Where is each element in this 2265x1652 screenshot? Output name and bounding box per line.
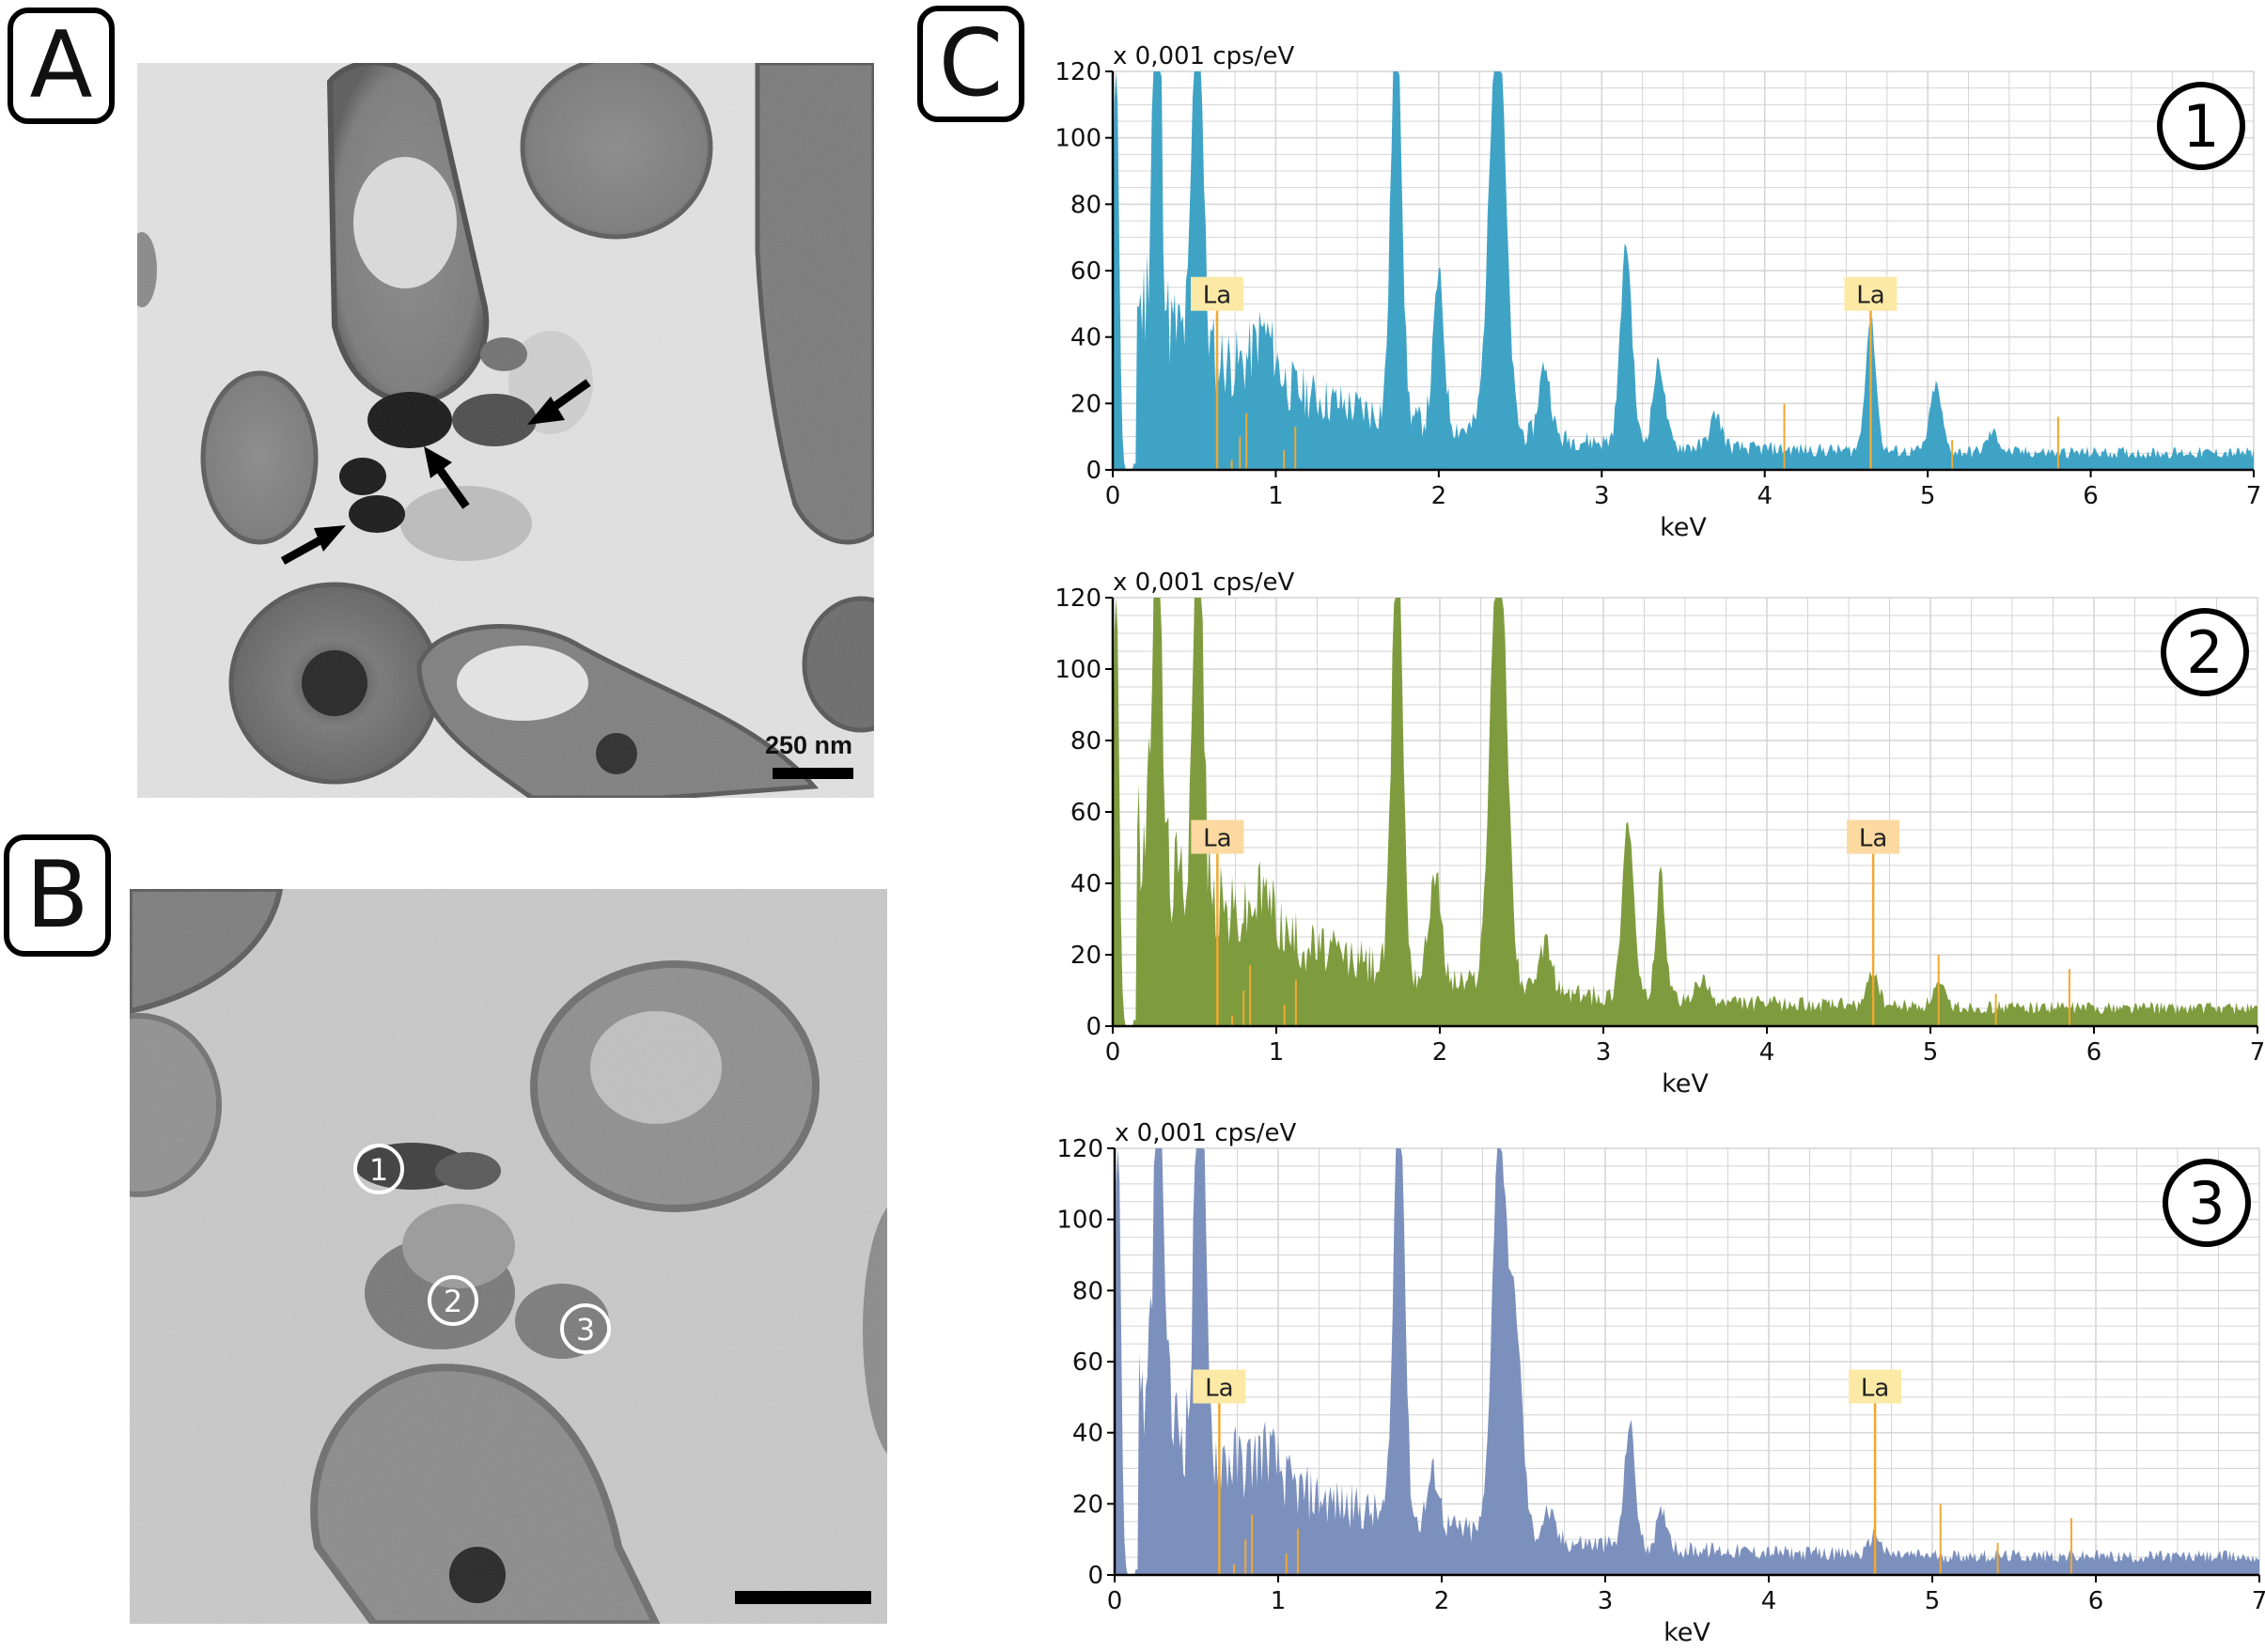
series-marker-label: 1 [2182,92,2219,161]
site-marker-1 [353,1144,404,1194]
site-marker-2 [428,1275,478,1326]
la-marker-box [1190,276,1243,311]
y-tick-label: 0 [1086,457,1101,485]
y-tick-label: 120 [1054,584,1101,613]
y-tick-label: 100 [1054,656,1101,684]
series-marker-circle [2157,82,2245,170]
y-tick-label: 100 [1054,125,1101,153]
y-tick-label: 120 [1056,1135,1103,1163]
x-tick-label: 3 [1594,482,1610,510]
x-tick-label: 7 [2252,1587,2265,1615]
la-marker-label: La [1859,825,1887,853]
scale-bar-label: 250 nm [765,731,853,759]
x-tick-label: 0 [1105,482,1121,510]
unit-label: x 0,001 cps/eV [1113,42,1294,70]
la-marker-label: La [1203,825,1231,853]
x-tick-label: 1 [1271,1587,1287,1615]
y-tick-label: 20 [1070,390,1101,418]
panel-letter-c: C [917,6,1024,122]
la-marker-box [1844,276,1898,311]
site-label-1: 1 [369,1152,388,1188]
series-marker-label: 3 [2188,1169,2225,1238]
x-tick-label: 2 [1431,482,1447,510]
la-marker-box [1847,819,1900,854]
x-tick-label: 4 [1757,482,1773,510]
y-tick-label: 40 [1072,1420,1103,1448]
tem-micrograph-b: 1 2 3 [130,889,887,1624]
x-axis-label: keV [1662,1069,1709,1099]
y-tick-label: 60 [1070,257,1101,286]
series-marker-circle [2163,1159,2251,1247]
y-tick-label: 40 [1070,324,1101,352]
series-marker-label: 2 [2186,618,2223,687]
scale-bar-b [735,1591,871,1604]
eds-spectrum-2-svg: La La 0 20 40 60 80 100 120 0 1 2 3 4 5 6 7 x 0,001 cps/e… [1054,569,2265,1099]
micrograph-a-image [137,63,874,798]
x-axis-label: keV [1660,513,1707,542]
la-marker-label: La [1861,1374,1889,1402]
y-tick-label: 120 [1054,58,1101,86]
la-marker-label: La [1856,282,1884,310]
x-tick-label: 1 [1268,482,1284,510]
site-label-2: 2 [444,1284,462,1319]
eds-spectrum-2: La La 0 20 40 60 80 100 120 0 1 2 3 4 5 6 7 x 0,001 cps/e… [1043,562,2265,1116]
eds-spectrum-1-svg: La La 0 20 40 60 80 100 120 0 1 2 3 4 5 6 7 x 0,001 cps/e… [1054,42,2262,542]
x-tick-label: 3 [1598,1587,1614,1615]
x-tick-label: 2 [1432,1038,1448,1067]
y-tick-label: 80 [1070,191,1101,219]
x-tick-label: 4 [1761,1587,1777,1615]
y-tick-label: 0 [1086,1013,1101,1041]
x-tick-label: 6 [2086,1038,2102,1067]
x-tick-label: 7 [2250,1038,2265,1067]
eds-spectrum-3: La La 0 20 40 60 80 100 120 0 1 2 3 4 5 6 7 x 0,001 cps/e… [1043,1111,2265,1652]
x-tick-label: 6 [2088,1587,2104,1615]
y-tick-label: 100 [1056,1207,1103,1235]
x-tick-label: 0 [1107,1587,1123,1615]
panel-letter-b: B [4,834,111,957]
y-tick-label: 40 [1070,870,1101,898]
la-marker-label: La [1205,1374,1233,1402]
black-arrow-icon [280,379,591,565]
spectrum-area [1113,598,2257,1026]
x-axis-label: keV [1664,1618,1710,1647]
eds-spectrum-1: La La 0 20 40 60 80 100 120 0 1 2 3 4 5 6 7 x 0,001 cps/e… [1043,38,2265,564]
unit-label: x 0,001 cps/eV [1113,569,1294,597]
grid-lines [1112,597,2258,1027]
unit-label: x 0,001 cps/eV [1115,1119,1296,1147]
scale-bar-a [773,768,853,779]
site-label-3: 3 [576,1312,595,1348]
y-tick-label: 80 [1072,1277,1103,1305]
x-tick-label: 1 [1269,1038,1285,1067]
x-tick-label: 4 [1759,1038,1775,1067]
series-marker-circle [2161,608,2249,696]
la-marker-box [1193,1369,1246,1404]
la-marker-box [1849,1369,1902,1404]
tem-micrograph-a [137,63,874,798]
y-tick-label: 0 [1087,1562,1103,1590]
x-tick-label: 5 [1923,1038,1939,1067]
x-tick-label: 6 [2083,482,2099,510]
y-tick-label: 60 [1070,799,1101,827]
x-tick-label: 0 [1105,1038,1121,1067]
x-tick-label: 3 [1596,1038,1612,1067]
x-tick-label: 5 [1920,482,1936,510]
y-tick-label: 80 [1070,727,1101,756]
y-tick-label: 20 [1070,942,1101,970]
x-tick-label: 2 [1434,1587,1450,1615]
y-tick-label: 60 [1072,1348,1103,1377]
la-marker-label: La [1203,282,1231,310]
x-tick-label: 5 [1925,1587,1941,1615]
panel-letter-a: A [8,8,115,124]
spectrum-area [1113,71,2254,470]
x-tick-label: 7 [2246,482,2262,510]
micrograph-b-image: 1 2 3 [130,889,887,1624]
eds-spectrum-3-svg: La La 0 20 40 60 80 100 120 0 1 2 3 4 5 6 7 x 0,001 cps/e… [1056,1119,2265,1647]
spectrum-area [1115,1148,2259,1575]
site-marker-3 [560,1303,611,1354]
la-marker-box [1191,819,1244,854]
y-tick-label: 20 [1072,1490,1103,1519]
